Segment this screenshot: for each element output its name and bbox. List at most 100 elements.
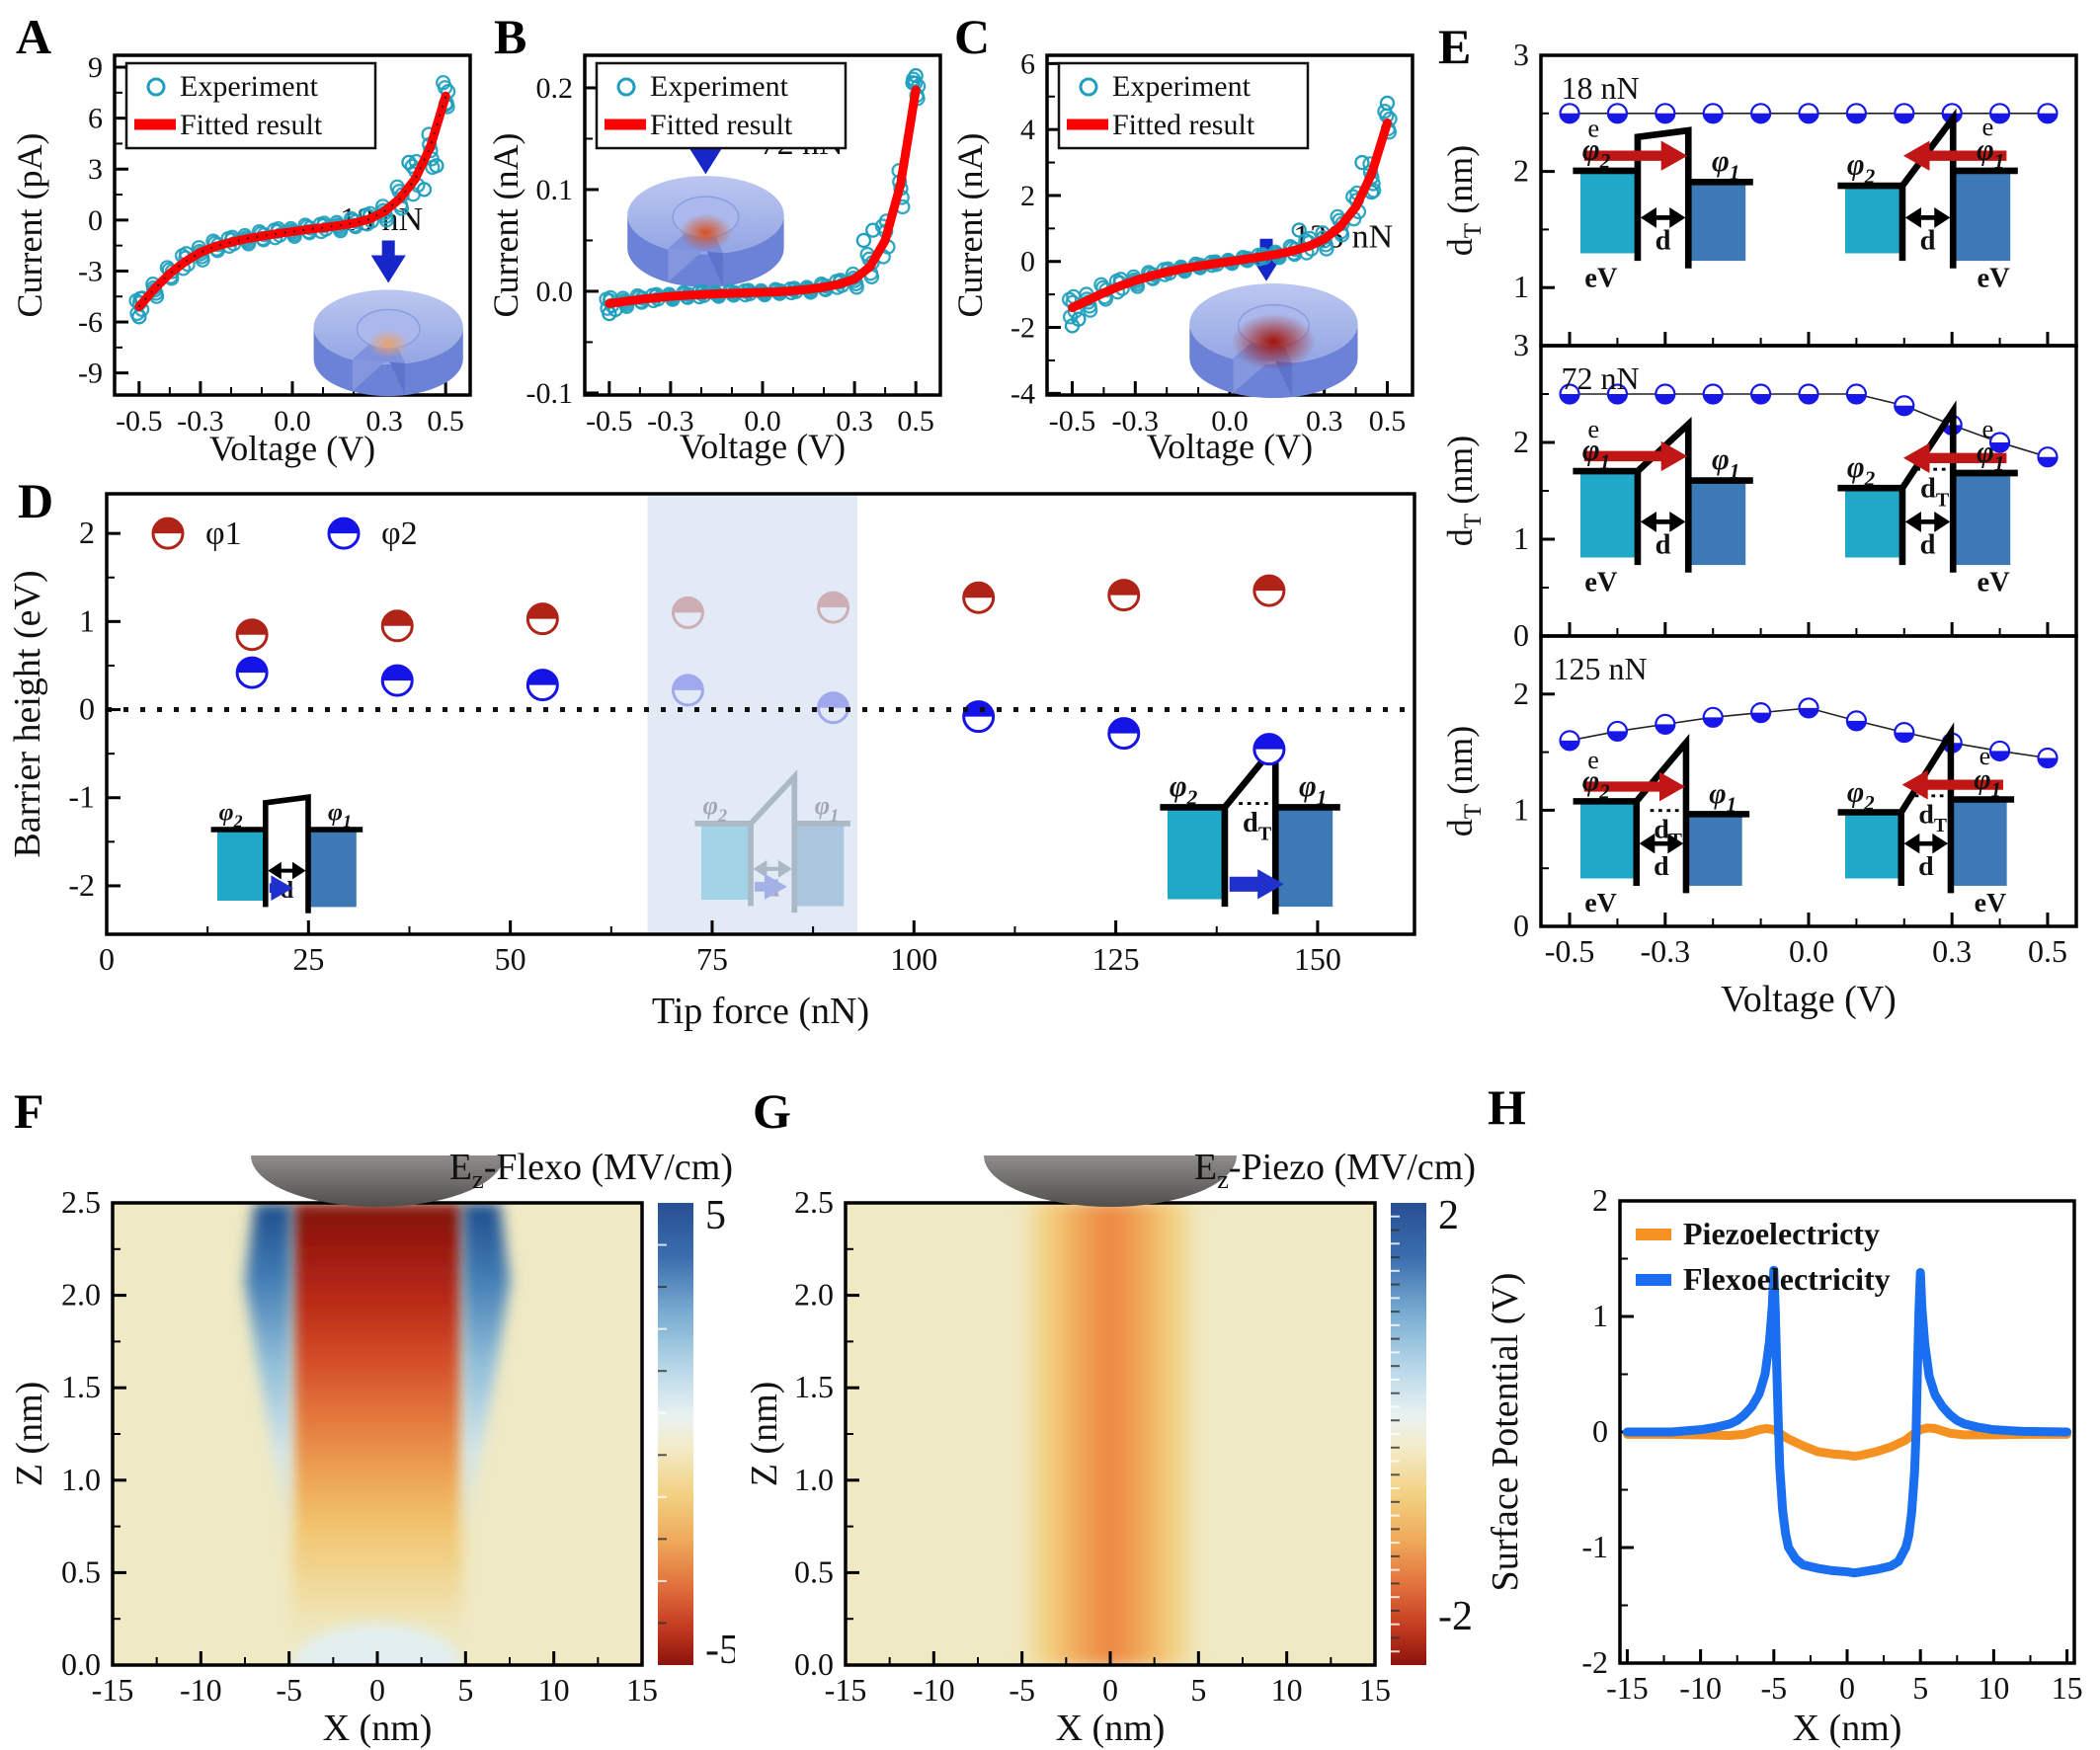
- legend-phi2: φ2: [381, 516, 418, 552]
- phi-label: φ1: [1977, 133, 2004, 174]
- x-tick-label: 0.3: [1306, 405, 1343, 438]
- x-tick-label: 75: [696, 941, 728, 977]
- y-tick-label: 1.0: [794, 1462, 834, 1497]
- y-tick-label: -2: [1581, 1644, 1608, 1680]
- axes: -0.5 -0.3 0.0 0.3 0.5 0.2 0.1 0.0 -0.1: [526, 53, 942, 438]
- phi-label: φ2: [219, 797, 243, 831]
- x-tick-label: 0: [99, 941, 115, 977]
- legend: φ1 φ2: [151, 516, 418, 552]
- x-tick-label: -15: [1606, 1670, 1649, 1706]
- y-axis-title: Current (pA): [10, 133, 49, 318]
- e-label: e: [1587, 114, 1599, 143]
- x-axis-title: Voltage (V): [209, 429, 375, 468]
- y-tick-label: -2: [68, 867, 95, 903]
- x-tick-label: 15: [2052, 1670, 2083, 1706]
- y-tick-label: 3: [1513, 327, 1529, 362]
- force-label: 125 nN: [1553, 651, 1647, 686]
- y-tick-label: -4: [1010, 377, 1035, 410]
- e-label: e: [1587, 414, 1599, 443]
- axes: -0.5 -0.3 0.0 0.3 0.5 2 1 0: [1513, 634, 2078, 969]
- y-tick-label: 6: [88, 103, 103, 135]
- x-tick-label: 5: [457, 1672, 473, 1708]
- x-tick-label: -5: [276, 1672, 302, 1708]
- legend-experiment: Experiment: [180, 70, 319, 103]
- y-axis-title: dT (nm): [1440, 436, 1487, 546]
- y-tick-label: 2.0: [794, 1277, 834, 1312]
- x-tick-label: 100: [890, 941, 937, 977]
- y-tick-label: 4: [1020, 114, 1035, 146]
- y-tick-label: 0: [1020, 246, 1035, 278]
- y-axis-title: Current (nA): [950, 133, 990, 318]
- y-tick-label: 2.5: [61, 1184, 101, 1220]
- panel-d-barrier-chart: dφ2φ1dφ2φ1dTφ2φ10255075100125150210-1-2φ…: [10, 492, 1416, 1032]
- colorbar: [658, 1203, 693, 1665]
- x-tick-label: -10: [180, 1672, 222, 1708]
- y-tick-label: 2: [1592, 1182, 1608, 1218]
- x-tick-label: 0: [1102, 1672, 1118, 1708]
- x-tick-label: -10: [1679, 1670, 1722, 1706]
- panel-letter-h: H: [1488, 1079, 1526, 1135]
- x-axis-title: X (nm): [323, 1708, 433, 1749]
- eV-label: eV: [1584, 568, 1618, 598]
- fitted-curve: [605, 85, 921, 308]
- x-tick-label: 5: [1912, 1670, 1928, 1706]
- y-tick-label: -1: [68, 779, 95, 815]
- phi-label: φ2: [1847, 450, 1876, 491]
- x-tick-label: -0.5: [586, 405, 633, 438]
- legend-fitted: Fitted result: [1112, 109, 1255, 141]
- axes: -0.5 -0.3 0.0 0.3 0.5 9 6 3 0 -3 -6 -9: [78, 51, 472, 438]
- force-arrow: [370, 240, 406, 283]
- afm-tip: [251, 1155, 504, 1207]
- d-label: d: [1920, 226, 1936, 257]
- x-tick-label: -10: [913, 1672, 955, 1708]
- x-tick-label: -5: [1009, 1672, 1035, 1708]
- x-tick-label: -15: [92, 1672, 134, 1708]
- y-axis-title: dT (nm): [1440, 726, 1487, 836]
- x-axis-title: Voltage (V): [1147, 427, 1313, 466]
- y-tick-label: 1.5: [61, 1369, 101, 1404]
- x-tick-label: 0.0: [274, 405, 311, 438]
- band-diagram-inset: dT φ2 φ1: [1160, 736, 1340, 915]
- colorbar-min: -5: [705, 1628, 735, 1673]
- fitted-curve: [1068, 118, 1392, 312]
- sample-disc-inset: [627, 176, 784, 287]
- eV-label: eV: [1584, 888, 1617, 918]
- legend-phi1: φ1: [205, 516, 242, 552]
- y-tick-label: 1: [1513, 520, 1529, 556]
- x-tick-label: 125: [1092, 941, 1140, 977]
- highlight-band: [647, 496, 858, 932]
- axes: -0.5 -0.3 0.0 0.3 0.5 6 4 2 0 -2 -4: [1010, 47, 1414, 438]
- axes: 0 25 50 75 100 125 150 2 1 0 -1 -2: [68, 492, 1416, 977]
- legend: Experiment Fitted result: [595, 61, 848, 150]
- x-tick-label: 0.0: [1789, 933, 1828, 969]
- legend: Experiment Fitted result: [124, 61, 377, 150]
- x-tick-label: 0: [1839, 1670, 1855, 1706]
- x-axis-title: Voltage (V): [680, 427, 846, 466]
- y-tick-label: -6: [78, 306, 103, 339]
- y-tick-label: 0: [88, 204, 103, 237]
- force-label: 72 nN: [1561, 360, 1639, 396]
- dT-label: dT: [1918, 800, 1947, 836]
- y-tick-label: 1: [1513, 791, 1529, 827]
- phi-label: φ2: [1847, 775, 1875, 814]
- sample-disc-inset: [1189, 283, 1358, 399]
- heatmap-title: Ez-Piezo (MV/cm): [1194, 1147, 1476, 1194]
- d-label: d: [1918, 851, 1934, 882]
- y-tick-label: 2: [1020, 180, 1035, 212]
- legend-fitted: Fitted result: [650, 109, 793, 141]
- phi-label: φ1: [1712, 442, 1739, 483]
- afm-tip: [984, 1155, 1237, 1207]
- phi-label: φ1: [1974, 762, 2001, 801]
- colorbar-max: 2: [1438, 1193, 1459, 1238]
- panel-letter-g: G: [753, 1083, 791, 1139]
- phi-label: φ1: [1977, 436, 2004, 476]
- d-label: d: [1920, 530, 1936, 561]
